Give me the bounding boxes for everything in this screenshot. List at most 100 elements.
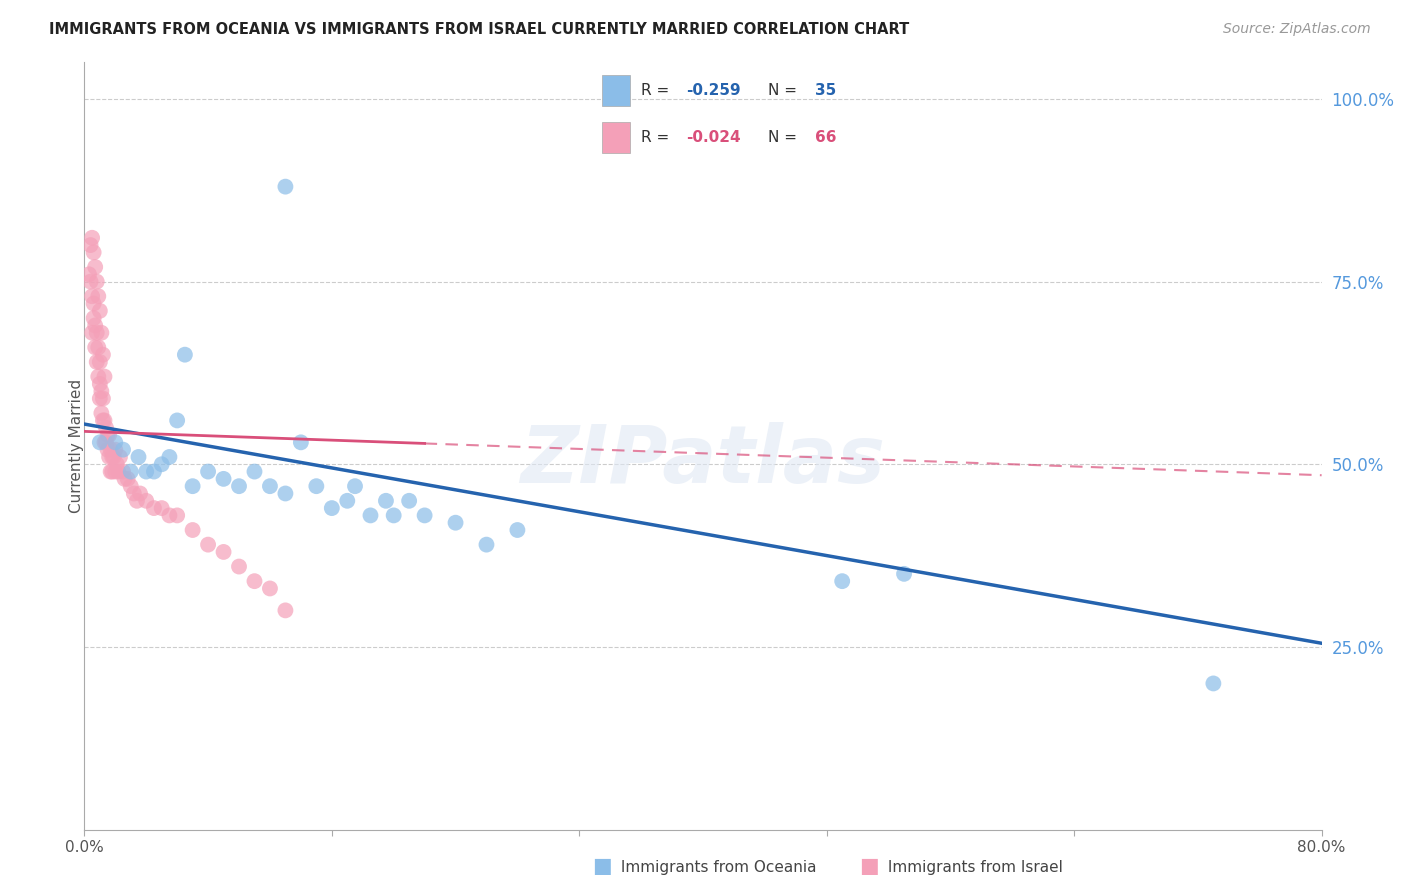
Point — [243, 574, 266, 589]
Point — [77, 268, 100, 282]
Point — [382, 508, 405, 523]
Point — [79, 238, 101, 252]
Point — [174, 348, 197, 362]
Bar — [602, 75, 630, 105]
Point — [108, 450, 131, 464]
Point — [228, 559, 250, 574]
Point — [84, 260, 107, 274]
Point — [290, 435, 312, 450]
Point — [475, 538, 498, 552]
Point — [89, 355, 111, 369]
Point — [243, 465, 266, 479]
Point — [374, 493, 398, 508]
Point — [120, 465, 142, 479]
Text: -0.259: -0.259 — [686, 83, 741, 97]
Point — [336, 493, 359, 508]
Point — [112, 465, 135, 479]
Point — [398, 493, 420, 508]
Point — [166, 413, 188, 427]
Point — [181, 479, 204, 493]
Point — [506, 523, 529, 537]
Point — [105, 457, 128, 471]
Point — [83, 311, 105, 326]
Point — [274, 603, 297, 617]
Bar — [602, 122, 630, 153]
Point — [360, 508, 382, 523]
Point — [98, 428, 121, 442]
Text: ■: ■ — [859, 856, 879, 876]
Point — [112, 442, 135, 457]
Point — [96, 442, 118, 457]
Point — [159, 450, 180, 464]
Point — [150, 501, 173, 516]
Point — [893, 566, 915, 581]
Point — [228, 479, 250, 493]
Point — [100, 465, 122, 479]
Point — [143, 501, 166, 516]
Point — [104, 442, 127, 457]
Point — [84, 318, 107, 333]
Point — [107, 465, 129, 479]
Point — [89, 435, 111, 450]
Text: ZIPatlas: ZIPatlas — [520, 422, 886, 500]
Text: R =: R = — [641, 130, 675, 145]
Point — [120, 479, 142, 493]
Point — [159, 508, 180, 523]
Point — [143, 465, 166, 479]
Point — [84, 340, 107, 354]
Point — [91, 413, 114, 427]
Point — [117, 472, 139, 486]
Point — [1202, 676, 1225, 690]
Text: R =: R = — [641, 83, 675, 97]
Point — [87, 369, 110, 384]
Point — [135, 493, 157, 508]
Point — [166, 508, 188, 523]
Point — [150, 457, 173, 471]
Text: -0.024: -0.024 — [686, 130, 741, 145]
Point — [343, 479, 366, 493]
Text: 35: 35 — [815, 83, 837, 97]
Point — [259, 582, 281, 596]
Point — [101, 450, 124, 464]
Text: IMMIGRANTS FROM OCEANIA VS IMMIGRANTS FROM ISRAEL CURRENTLY MARRIED CORRELATION : IMMIGRANTS FROM OCEANIA VS IMMIGRANTS FR… — [49, 22, 910, 37]
Point — [89, 303, 111, 318]
Point — [90, 406, 112, 420]
Point — [125, 493, 148, 508]
Text: 66: 66 — [815, 130, 837, 145]
Text: N =: N = — [768, 130, 801, 145]
Point — [87, 289, 110, 303]
Point — [89, 376, 111, 391]
Point — [413, 508, 436, 523]
Point — [135, 465, 157, 479]
Text: Immigrants from Israel: Immigrants from Israel — [883, 861, 1063, 875]
Point — [100, 442, 122, 457]
Point — [101, 465, 124, 479]
Point — [305, 479, 328, 493]
Point — [93, 435, 115, 450]
Point — [86, 355, 108, 369]
Point — [114, 472, 136, 486]
Point — [86, 275, 108, 289]
Point — [82, 289, 104, 303]
Point — [90, 326, 112, 340]
Point — [98, 450, 121, 464]
Point — [274, 179, 297, 194]
Point — [94, 421, 117, 435]
Point — [93, 369, 115, 384]
Point — [181, 523, 204, 537]
Point — [129, 486, 152, 500]
Point — [86, 326, 108, 340]
Point — [91, 392, 114, 406]
Text: Source: ZipAtlas.com: Source: ZipAtlas.com — [1223, 22, 1371, 37]
Point — [197, 538, 219, 552]
Point — [444, 516, 467, 530]
Point — [96, 428, 118, 442]
Y-axis label: Currently Married: Currently Married — [69, 379, 83, 513]
Point — [83, 296, 105, 310]
Point — [79, 275, 101, 289]
Point — [212, 472, 235, 486]
Point — [90, 384, 112, 399]
Point — [93, 413, 115, 427]
Point — [274, 486, 297, 500]
Text: ■: ■ — [592, 856, 612, 876]
